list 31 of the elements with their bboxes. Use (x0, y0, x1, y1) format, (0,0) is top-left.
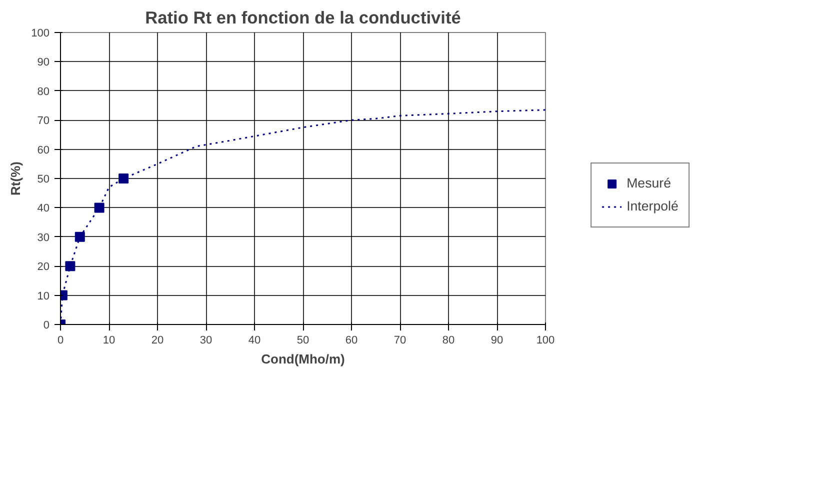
y-axis-title: Rt(%) (8, 162, 24, 196)
x-tick-label: 10 (102, 334, 116, 346)
y-tick-label: 100 (31, 28, 50, 40)
y-tick-label: 0 (43, 320, 50, 332)
y-tick-label: 40 (37, 202, 50, 215)
x-tick-label: 90 (490, 334, 504, 346)
point (74, 232, 85, 242)
y-tick-label: 30 (37, 232, 50, 244)
y-tick-label: 90 (37, 56, 50, 69)
point (118, 174, 129, 184)
x-tick-label: 60 (345, 334, 358, 346)
x-tick-label: 0 (57, 334, 64, 346)
y-tick-label: 60 (37, 144, 50, 156)
chart-title: Ratio Rt en fonction de la conductivité (145, 8, 462, 28)
point (94, 202, 104, 213)
y-tick-label: 50 (37, 174, 50, 186)
x-tick-label: 70 (394, 334, 406, 346)
y-tick-label: 80 (37, 86, 50, 98)
x-tick-label: 30 (200, 334, 212, 346)
point (65, 261, 76, 272)
x-axis-title: Cond(Mho/m) (261, 352, 345, 366)
x-tick-label: 20 (151, 334, 164, 346)
y-tick-label: 70 (37, 115, 50, 128)
y-tick-label: 10 (37, 290, 50, 302)
legend-label: Interpolé (626, 198, 678, 214)
legend-label: Mesuré (626, 176, 672, 190)
x-tick-label: 40 (248, 334, 261, 346)
x-tick-label: 100 (536, 334, 555, 346)
x-tick-label: 80 (442, 334, 455, 346)
y-tick-label: 20 (37, 261, 50, 274)
x-tick-label: 50 (296, 334, 310, 346)
